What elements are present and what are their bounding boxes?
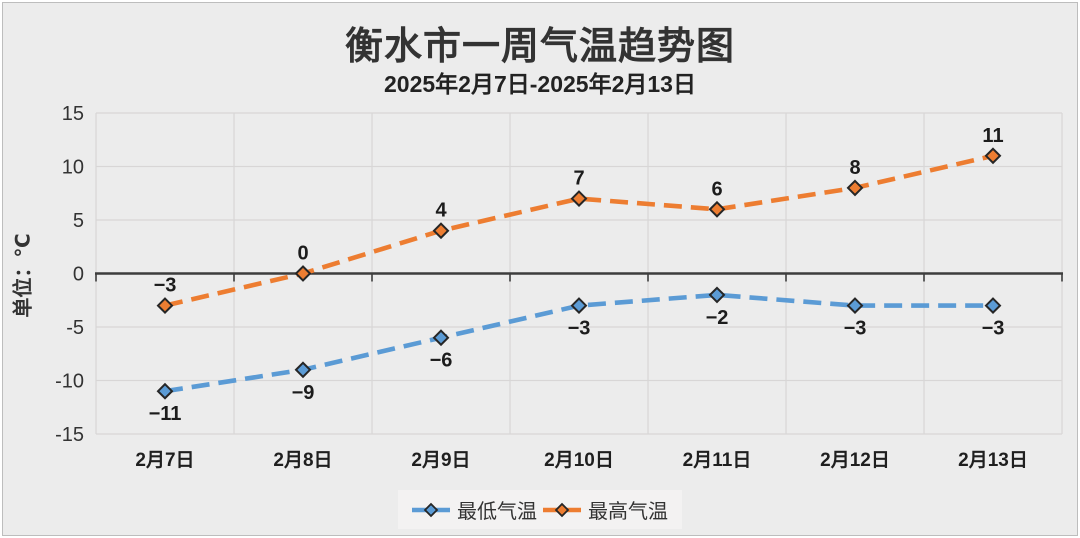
y-tick-label: 15 [62,103,84,125]
min-temp-marker [432,329,450,347]
x-tick-label: 2月9日 [411,450,470,471]
min-temp-marker [984,297,1002,315]
min-temp-data-label: −9 [292,382,315,404]
max-temp-data-label: 7 [573,168,584,190]
min-temp-marker [294,361,312,379]
min-temp-data-label: −6 [430,350,453,372]
y-tick-label: 10 [62,157,84,179]
chart-subtitle: 2025年2月7日-2025年2月13日 [384,71,696,97]
x-tick-label: 2月12日 [820,450,890,471]
max-temp-marker [570,190,588,208]
max-temp-marker [846,179,864,197]
max-temp-data-label: 11 [982,125,1003,147]
min-temp-legend-marker [423,502,439,517]
y-tick-label: -5 [66,317,84,339]
max-temp-series-swatch-icon [543,502,581,518]
max-temp-marker [294,265,312,282]
min-temp-marker [156,382,174,400]
max-temp-data-label: 4 [435,200,447,222]
x-tick-label: 2月8日 [273,450,332,471]
y-tick-label: 5 [73,210,84,232]
legend-item-max-temp: 最高气温 [543,495,668,524]
y-tick-label: 0 [73,264,84,286]
y-tick-label: -15 [55,424,84,446]
max-temp-data-label: 8 [849,157,860,179]
legend-label-min-temp: 最低气温 [457,501,537,523]
max-temp-data-label: −3 [154,275,177,297]
min-temp-marker [708,286,726,304]
min-temp-data-label: −3 [982,318,1005,340]
max-temp-data-label: 6 [711,178,722,200]
max-temp-marker [984,147,1002,165]
x-tick-label: 2月10日 [544,450,614,471]
max-temp-marker [708,200,726,218]
x-tick-label: 2月11日 [683,450,752,471]
x-tick-label: 2月7日 [135,450,194,471]
x-tick-label: 2月13日 [958,450,1028,471]
max-temp-marker [432,222,450,240]
y-tick-label: -10 [55,371,84,393]
min-temp-data-label: −3 [844,318,867,340]
max-temp-legend-marker [554,502,570,517]
max-temp-data-label: 0 [297,243,308,265]
min-temp-data-label: −2 [706,307,729,329]
min-temp-data-label: −11 [149,403,182,425]
min-temp-marker [846,297,864,315]
chart-canvas: 15 10 5 0 -5 -10 -15 2月7日 2月8日 2月9日 2月10日 2月11日 2月12… [55,103,1063,471]
min-temp-marker [570,297,588,315]
min-temp-data-label: −3 [568,318,591,340]
legend-label-max-temp: 最高气温 [588,501,668,523]
max-temp-marker [156,297,174,315]
legend-item-min-temp: 最低气温 [412,495,537,524]
min-temp-series-swatch-icon [412,502,450,518]
legend: 最低气温 最高气温 [398,490,682,529]
chart-title: 衡水市一周气温趋势图 [344,26,735,68]
